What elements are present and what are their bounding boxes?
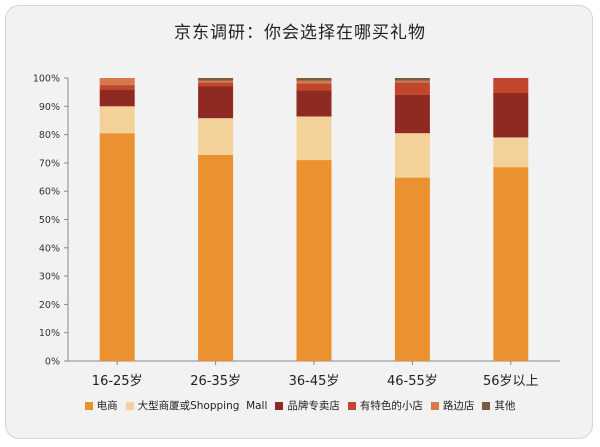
bar-segment (99, 133, 135, 361)
y-tick-label: 80% (39, 130, 60, 141)
bar-segment (493, 167, 529, 361)
x-tick-label: 16-25岁 (92, 374, 143, 389)
legend-item: 品牌专卖店 (275, 398, 340, 413)
bar-segment (394, 177, 430, 361)
bar-segment (296, 83, 332, 91)
y-tick-label: 100% (33, 74, 60, 85)
y-tick-label: 20% (39, 300, 60, 311)
legend-swatch (125, 401, 134, 410)
bar-segment (394, 133, 430, 178)
legend-label: 品牌专卖店 (287, 400, 340, 412)
legend-swatch (84, 401, 93, 410)
legend-item: 电商 (84, 398, 118, 413)
bar-segment (394, 94, 430, 134)
bar-segment (198, 78, 234, 81)
chart-title: 京东调研：你会选择在哪买礼物 (174, 23, 426, 43)
x-tick-label: 26-35岁 (190, 374, 241, 389)
bar-segment (99, 78, 135, 86)
bar-segment (198, 118, 234, 155)
bar-segment (296, 160, 332, 361)
bar-segment (493, 137, 529, 168)
bar-segment (99, 89, 135, 107)
legend-label: 其他 (494, 400, 516, 412)
legend-swatch (347, 401, 356, 410)
bar-segment (198, 154, 234, 361)
bar-segment (99, 85, 135, 90)
legend-label: 电商 (96, 400, 118, 412)
legend-swatch (430, 401, 439, 410)
legend-item: 大型商厦或Shopping Mall (125, 398, 268, 413)
bar-segment (198, 86, 234, 119)
bar-segment (493, 78, 529, 93)
x-tick-label: 46-55岁 (387, 374, 438, 389)
bar-segment (394, 82, 430, 95)
y-tick-label: 60% (39, 187, 60, 198)
y-tick-label: 0% (45, 357, 60, 368)
bar-segment (99, 106, 135, 134)
bar-segment (493, 92, 529, 138)
y-tick-label: 90% (39, 102, 60, 113)
y-tick-label: 50% (39, 215, 60, 226)
bar-segment (296, 90, 332, 117)
chart-legend: 电商 大型商厦或Shopping Mall 品牌专卖店 有特色的小店 路边店 其他 (0, 398, 600, 413)
bar-segment (198, 82, 234, 87)
legend-label: 路边店 (442, 400, 475, 412)
legend-label: 大型商厦或Shopping Mall (137, 400, 268, 412)
bar-segment (296, 116, 332, 161)
bar-segment (198, 80, 234, 83)
legend-item: 有特色的小店 (347, 398, 423, 413)
bar-segment (394, 80, 430, 83)
y-tick-label: 40% (39, 243, 60, 254)
y-tick-label: 10% (39, 328, 60, 339)
legend-swatch (275, 401, 284, 410)
y-tick-label: 70% (39, 158, 60, 169)
bar-segment (296, 80, 332, 84)
legend-item: 其他 (482, 398, 515, 413)
x-tick-label: 36-45岁 (289, 374, 340, 389)
legend-label: 有特色的小店 (359, 400, 423, 412)
legend-item: 路边店 (430, 398, 475, 413)
y-tick-label: 30% (39, 272, 60, 283)
bar-segment (296, 78, 332, 81)
bar-segment (394, 78, 430, 81)
x-tick-label: 56岁以上 (483, 374, 539, 389)
legend-swatch (482, 401, 491, 410)
